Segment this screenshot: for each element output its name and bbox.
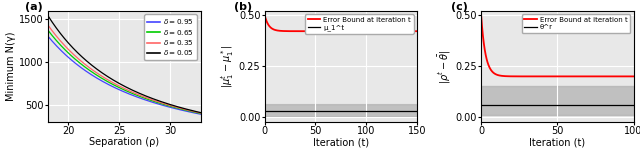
X-axis label: Iteration (t): Iteration (t) [529,137,586,147]
Legend: Error Bound at iteration t, μ_1^t: Error Bound at iteration t, μ_1^t [305,14,413,34]
Y-axis label: $|\mu_1^t - \mu_1^*|$: $|\mu_1^t - \mu_1^*|$ [219,45,236,88]
X-axis label: Separation (ρ): Separation (ρ) [89,137,159,147]
Text: (a): (a) [25,2,43,12]
Y-axis label: Minimum N(γ): Minimum N(γ) [6,31,17,101]
Text: (b): (b) [234,2,252,12]
X-axis label: Iteration (t): Iteration (t) [313,137,369,147]
Legend: Error Bound at iteration t, θ^r: Error Bound at iteration t, θ^r [522,14,630,33]
Legend: $\delta = 0.95$, $\delta = 0.65$, $\delta = 0.35$, $\delta = 0.05$: $\delta = 0.95$, $\delta = 0.65$, $\delt… [145,14,197,60]
Y-axis label: $|\rho^t - \bar{\theta}|$: $|\rho^t - \bar{\theta}|$ [436,49,452,84]
Text: (c): (c) [451,2,467,12]
